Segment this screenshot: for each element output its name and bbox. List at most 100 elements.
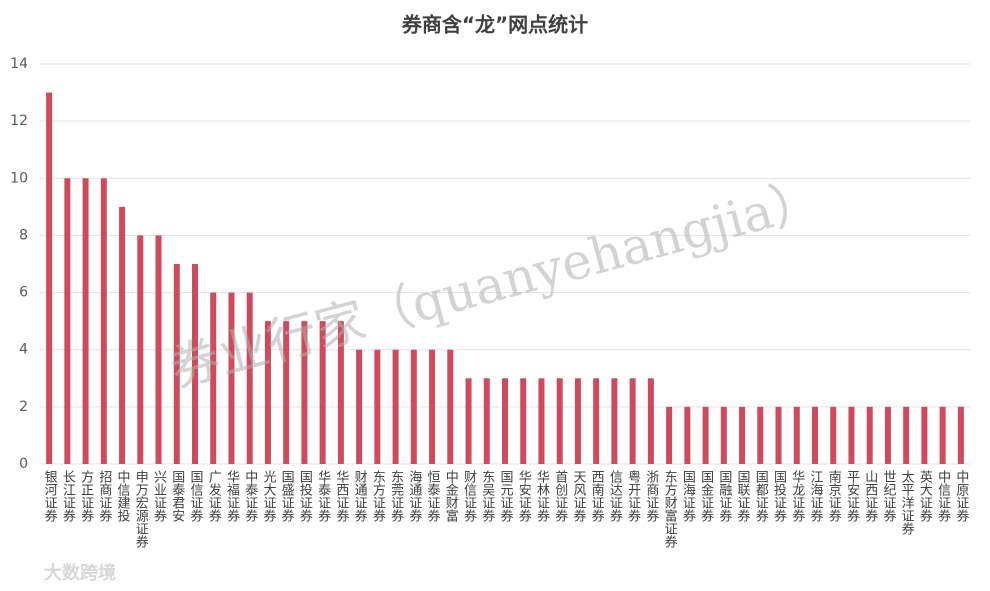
bar: [903, 406, 910, 464]
bar: [611, 378, 618, 464]
x-tick-label: 国盛证券: [279, 470, 295, 522]
bar: [812, 406, 818, 464]
x-tick-label: 中信建投: [115, 470, 131, 523]
y-tick-label: 6: [19, 285, 28, 301]
x-tick-label: 华福证券: [224, 470, 240, 522]
bar: [155, 235, 162, 464]
bar: [283, 321, 290, 464]
bar: [866, 406, 873, 464]
bar: [137, 235, 144, 464]
bar: [848, 406, 855, 464]
x-tick-label: 天风证券: [570, 470, 586, 522]
x-tick-label: 国都证券: [753, 470, 769, 522]
y-tick-label: 12: [10, 113, 28, 129]
bar: [483, 378, 490, 464]
bar: [465, 378, 472, 464]
x-tick-label: 世纪证券: [880, 470, 896, 522]
bar: [775, 406, 782, 464]
x-tick-label: 东吴证券: [479, 470, 495, 522]
bar: [593, 378, 600, 464]
bar: [301, 321, 308, 464]
x-tick-label: 长江证券: [60, 470, 76, 522]
x-tick-label: 东莞证券: [388, 470, 404, 522]
bar: [720, 406, 727, 464]
x-tick-label: 广发证券: [206, 470, 222, 522]
x-tick-label: 财信证券: [461, 470, 477, 522]
bar: [757, 406, 764, 464]
x-tick-label: 方正证券: [78, 469, 94, 522]
x-tick-label: 华龙证券: [789, 470, 805, 522]
bar: [100, 178, 107, 465]
bar: [939, 406, 946, 464]
x-tick-label: 国联证券: [735, 470, 751, 522]
x-tick-label: 华安证券: [516, 470, 532, 522]
x-tick-label: 中信证券: [935, 470, 951, 522]
bar: [319, 321, 326, 464]
plot: 0 2 4 6 8 10 12 14 银河证券 长江证券 方正证券 招商证券 中信建投 申万宏源证券 兴业证…: [10, 56, 970, 548]
x-tick-label: 财通证券: [352, 470, 368, 522]
x-tick-label: 华西证券: [333, 470, 349, 522]
x-tick-label: 东方证券: [370, 470, 386, 522]
bar: [702, 406, 709, 464]
x-tick-label: 英大证券: [917, 470, 933, 522]
x-tick-label: 首创证券: [552, 470, 568, 522]
bar: [173, 264, 180, 464]
bar: [447, 349, 454, 464]
bar: [884, 406, 891, 464]
bar: [921, 406, 928, 464]
x-tick-label: 招商证券: [96, 470, 112, 522]
y-tick-label: 0: [19, 456, 28, 472]
bar: [392, 349, 399, 464]
bar: [64, 178, 71, 465]
bar: [210, 292, 217, 464]
x-tick-label: 国元证券: [498, 470, 514, 522]
bar: [666, 406, 673, 464]
x-tick-label: 东方财富证券: [662, 470, 678, 548]
x-tick-label: 江海证券: [808, 470, 824, 522]
x-tick-label: 中金财富: [443, 470, 459, 523]
x-tick-label: 西南证券: [589, 470, 605, 522]
watermark: 券业行家（quanyehangjia）: [164, 169, 828, 399]
bar: [574, 378, 581, 464]
x-tick-label: 国金证券: [698, 470, 714, 522]
bar: [46, 92, 53, 465]
bar: [410, 349, 417, 464]
x-tick-label: 信达证券: [607, 470, 623, 522]
bar: [119, 206, 126, 464]
x-tick-label: 粤开证券: [625, 469, 641, 522]
x-tick-label: 国投证券: [297, 470, 313, 522]
bar: [830, 406, 837, 464]
bar: [556, 378, 563, 464]
x-tick-label: 国泰君安: [169, 470, 185, 522]
y-tick-label: 10: [10, 170, 28, 186]
y-tick-label: 14: [10, 56, 28, 72]
bar: [246, 292, 253, 464]
x-tick-label: 国海证券: [680, 470, 696, 522]
bar: [228, 292, 235, 464]
x-tick-label: 山西证券: [862, 470, 878, 522]
bar: [793, 406, 800, 464]
chart-title: 券商含“龙”网点统计: [401, 13, 588, 37]
bar: [337, 321, 344, 464]
y-tick-label: 8: [19, 227, 28, 243]
x-tick-label: 国投证券: [771, 470, 787, 522]
x-tick-label: 国融证券: [716, 470, 732, 522]
logo: 大数跨境: [44, 562, 116, 584]
x-tick-label: 华泰证券: [315, 470, 331, 522]
bar: [684, 406, 691, 464]
bar: [629, 378, 636, 464]
bar: [520, 378, 527, 464]
bar: [82, 178, 89, 465]
bar: [264, 321, 271, 464]
x-tick-label: 申万宏源证券: [133, 470, 149, 548]
x-tick-label: 浙商证券: [643, 470, 659, 522]
x-tick-label: 国信证券: [188, 470, 204, 522]
bar: [647, 378, 654, 464]
bar: [356, 349, 363, 464]
x-tick-label: 兴业证券: [151, 470, 167, 522]
y-tick-label: 2: [19, 399, 28, 415]
x-tick-label: 南京证券: [826, 469, 842, 522]
bar: [429, 349, 436, 464]
bar: [374, 349, 381, 464]
